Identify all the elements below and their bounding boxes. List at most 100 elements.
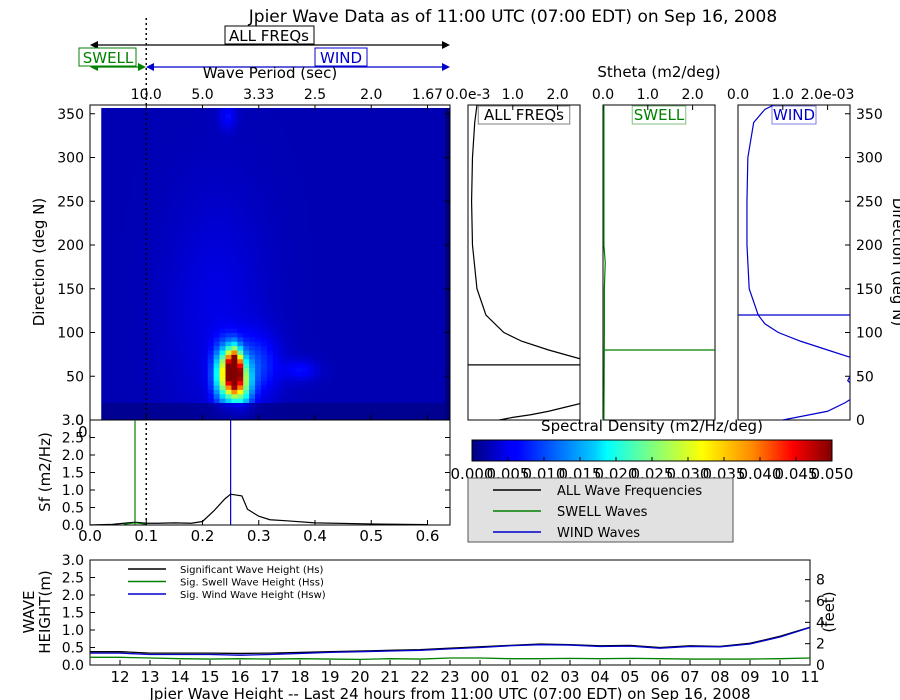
heatmap-cell xyxy=(402,350,410,355)
heatmap-cell xyxy=(172,192,179,198)
heatmap-cell xyxy=(142,258,150,263)
heatmap-cell xyxy=(420,183,428,189)
heatmap-cell xyxy=(373,196,380,202)
heatmap-cell xyxy=(296,148,303,154)
heatmap-cell xyxy=(249,249,256,255)
heatmap-cell xyxy=(172,118,179,123)
heatmap-cell xyxy=(391,306,398,312)
heatmap-cell xyxy=(373,175,380,180)
heatmap-cell xyxy=(385,376,392,382)
heatmap-cell xyxy=(296,380,303,386)
heatmap-cell xyxy=(243,161,250,167)
heatmap-cell xyxy=(432,389,439,395)
heatmap-cell xyxy=(314,249,321,255)
heatmap-cell xyxy=(107,280,114,285)
heatmap-cell xyxy=(420,371,428,377)
heatmap-cell xyxy=(320,253,327,259)
heatmap-cell xyxy=(260,253,268,259)
heatmap-cell xyxy=(184,223,191,228)
heatmap-cell xyxy=(308,148,315,154)
heatmap-cell xyxy=(195,284,203,290)
heatmap-cell xyxy=(166,231,173,237)
heatmap-cell xyxy=(408,122,416,128)
heatmap-cell xyxy=(154,223,161,228)
heatmap-cell xyxy=(219,135,226,141)
heatmap-cell xyxy=(302,393,309,399)
heatmap-cell xyxy=(278,385,286,390)
heatmap-cell xyxy=(397,227,404,233)
heatmap-cell xyxy=(355,214,363,220)
heatmap-cell xyxy=(255,183,262,189)
heatmap-cell xyxy=(266,175,274,180)
heatmap-cell xyxy=(160,188,167,193)
heatmap-cell xyxy=(101,240,108,246)
hts-right-tick-label: 4 xyxy=(816,615,825,631)
heatmap-cell xyxy=(308,271,315,277)
heatmap-cell xyxy=(249,358,256,364)
heatmap-cell xyxy=(331,345,339,351)
heatmap-cell xyxy=(331,402,339,408)
heatmap-cell xyxy=(178,148,185,154)
heatmap-cell xyxy=(166,196,173,202)
heatmap-cell xyxy=(397,271,404,277)
heatmap-cell xyxy=(349,293,357,298)
heatmap-cell xyxy=(296,345,303,351)
heatmap-cell xyxy=(213,328,221,333)
heatmap-cell xyxy=(331,118,339,123)
heatmap-cell xyxy=(367,284,374,290)
heatmap-cell xyxy=(225,231,232,237)
heatmap-cell xyxy=(373,323,380,329)
heatmap-cell xyxy=(107,275,114,281)
heatmap-cell xyxy=(397,371,404,377)
heatmap-cell xyxy=(361,266,368,272)
heatmap-cell xyxy=(166,109,173,115)
heatmap-cell xyxy=(302,354,309,360)
heatmap-cell xyxy=(349,223,357,228)
heatmap-cell xyxy=(379,153,386,158)
heatmap-cell xyxy=(231,109,238,115)
heatmap-cell xyxy=(314,179,321,185)
heatmap-cell xyxy=(260,411,268,417)
heatmap-cell xyxy=(290,153,297,158)
heatmap-cell xyxy=(402,210,410,215)
heatmap-cell xyxy=(308,201,315,207)
heatmap-cell xyxy=(367,179,374,185)
heatmap-cell xyxy=(308,341,315,347)
heatmap-cell xyxy=(326,332,333,338)
heatmap-cell xyxy=(426,122,434,128)
heatmap-cell xyxy=(367,144,374,150)
heatmap-cell xyxy=(266,402,274,408)
heatmap-cell xyxy=(148,358,155,364)
heatmap-cell xyxy=(255,319,262,325)
heatmap-cell xyxy=(379,188,386,193)
heatmap-cell xyxy=(148,280,155,285)
heatmap-cell xyxy=(326,205,333,211)
heatmap-cell xyxy=(201,126,209,132)
heatmap-cell xyxy=(397,218,404,224)
heatmap-cell xyxy=(367,122,374,128)
heatmap-cell xyxy=(166,280,173,285)
heatmap-cell xyxy=(237,262,244,268)
heatmap-cell xyxy=(272,336,280,342)
heatmap-cell xyxy=(124,245,132,250)
heatmap-cell xyxy=(184,231,191,237)
heatmap-cell xyxy=(420,188,428,193)
heatmap-cell xyxy=(107,398,114,403)
heatmap-cell xyxy=(302,109,309,115)
heatmap-cell xyxy=(385,144,392,150)
heatmap-cell xyxy=(331,218,339,224)
heatmap-cell xyxy=(107,113,114,119)
heatmap-cell xyxy=(278,336,286,342)
heatmap-cell xyxy=(296,411,303,417)
heatmap-cell xyxy=(320,389,327,395)
heatmap-cell xyxy=(367,131,374,137)
heatmap-cell xyxy=(361,231,368,237)
heatmap-cell xyxy=(213,271,221,277)
heatmap-cell xyxy=(379,258,386,263)
heatmap-cell xyxy=(349,210,357,215)
heatmap-cell xyxy=(118,393,126,399)
heatmap-cell xyxy=(320,122,327,128)
heatmap-cell xyxy=(213,245,221,250)
heatmap-cell xyxy=(195,227,203,233)
heatmap-cell xyxy=(260,385,268,390)
